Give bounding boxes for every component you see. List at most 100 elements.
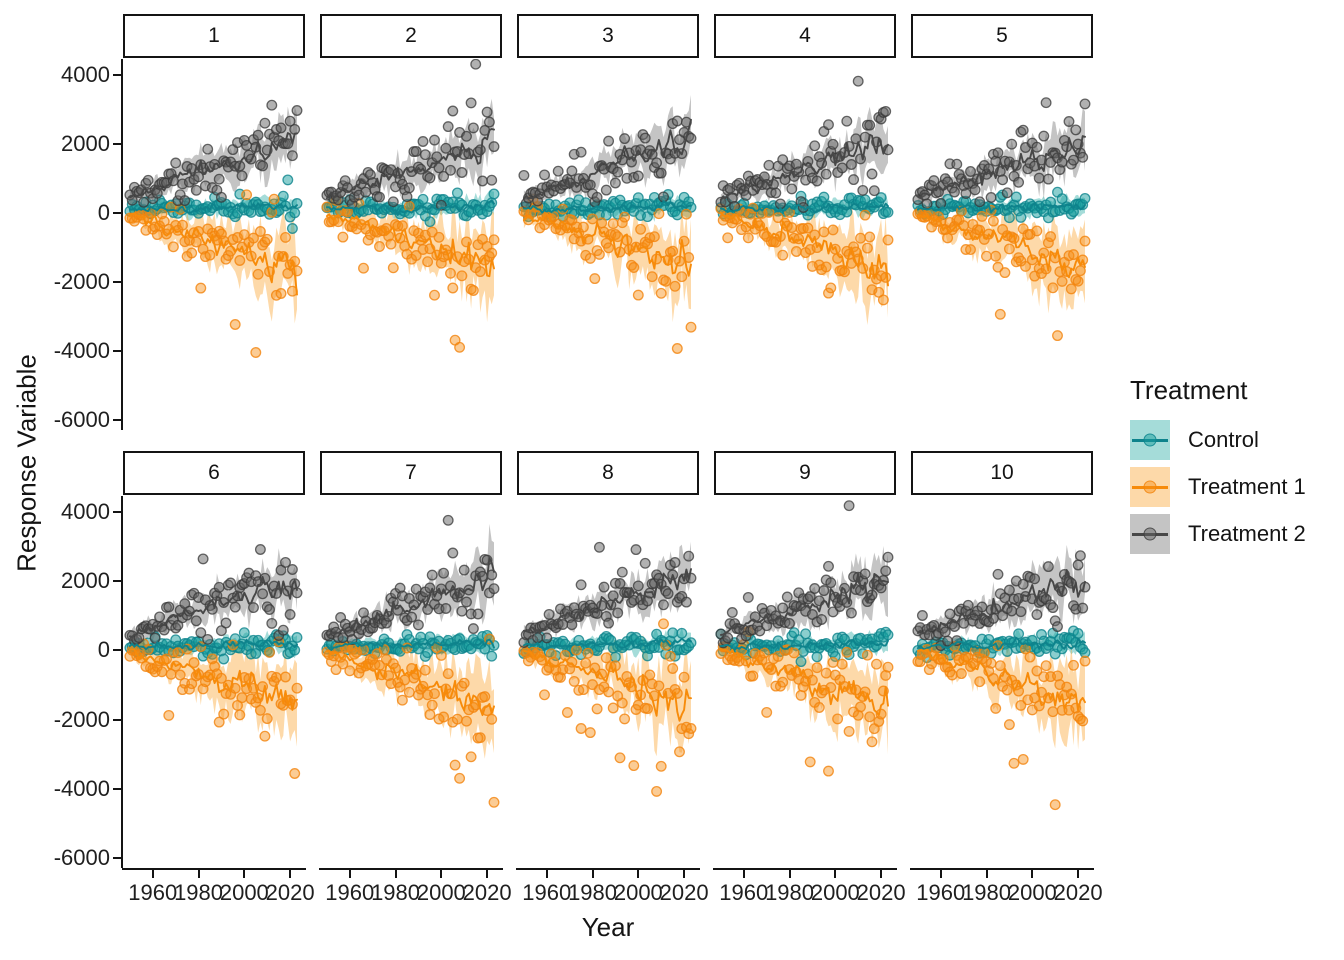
trend-line-treatment-1 [325,213,495,278]
data-point [841,115,853,127]
data-point [470,59,482,70]
data-point [669,557,681,568]
data-point [422,256,434,268]
data-point [852,75,864,87]
x-tick-label: 2000 [219,880,269,905]
data-point [280,671,291,683]
data-point [1065,283,1077,295]
trend-line-treatment-1 [522,649,692,722]
data-point [722,232,734,244]
data-point [1052,330,1063,342]
data-point [488,583,500,595]
data-point [923,664,935,676]
data-point [864,711,876,723]
data-point [816,614,828,625]
data-point [142,174,154,186]
data-point [882,551,894,563]
trend-line-control [522,200,692,214]
data-point [855,701,866,713]
data-point [344,665,356,677]
data-point [985,657,997,669]
ribbon-treatment-2 [326,523,494,643]
data-point [653,680,665,692]
data-point [282,174,294,186]
data-point [289,644,301,656]
data-point [541,632,553,644]
facet-panel-7 [321,514,500,808]
data-point [676,627,688,639]
data-point [266,99,278,111]
data-point [575,579,587,591]
data-point [758,647,770,659]
data-point [813,702,825,713]
x-tick-label: 2020 [659,880,709,905]
y-tick-mark [113,281,121,283]
facet-strip-4: 4 [714,14,896,58]
data-point [772,212,784,224]
data-point [761,706,773,718]
data-point [644,669,656,681]
data-point [1006,605,1018,617]
data-point [488,141,500,153]
data-point [456,167,468,178]
x-tick-mark [440,870,443,878]
data-point [1029,573,1041,585]
data-point [465,97,477,109]
data-point [781,591,793,603]
y-axis-title: Response Variable [11,354,42,572]
data-point [1070,124,1082,136]
x-axis-line [516,868,700,870]
trend-line-control [325,638,495,651]
legend-item-treatment-2: Treatment 2 [1130,514,1306,554]
facet-strip-label: 1 [208,24,220,47]
data-point [1040,97,1052,109]
x-tick-mark [591,870,594,878]
trend-line-treatment-2 [719,572,889,636]
data-point [261,233,273,245]
facet-strip-label: 4 [799,24,811,47]
legend-key-point [1143,433,1157,447]
data-point [419,664,431,676]
data-point [291,632,303,643]
data-point [465,751,477,763]
data-point [880,105,892,117]
data-point [179,195,191,207]
data-point [797,681,809,693]
data-point [190,615,202,627]
data-point [399,674,411,686]
data-point [1015,699,1027,711]
data-point [788,647,800,659]
data-point [969,184,981,196]
data-point [1079,98,1091,110]
data-point [410,250,422,261]
data-point [866,736,878,748]
data-point [607,702,619,714]
data-point [1031,665,1043,677]
trend-line-control [522,637,692,651]
data-point [1013,176,1025,188]
data-point [431,151,443,163]
data-point [1031,225,1043,237]
trend-line-treatment-1 [916,214,1086,279]
data-point [921,198,933,210]
y-tick-label: 2000 [61,130,110,156]
data-point [777,676,789,688]
trend-line-control [719,202,889,214]
trend-line-treatment-2 [522,568,692,634]
facet-panel-9 [715,500,894,777]
data-point [804,591,816,603]
data-point [974,196,986,208]
x-tick-label: 1980 [371,880,421,905]
data-point [229,601,241,613]
x-tick-label: 2020 [856,880,906,905]
data-point [811,175,823,187]
data-point [190,184,202,196]
data-point [774,198,786,210]
data-point [598,581,610,593]
y-tick-label: 2000 [61,567,110,593]
data-point [451,187,463,199]
data-point [864,119,876,131]
y-tick-mark [113,579,121,582]
data-point [877,294,889,306]
data-point [435,649,447,661]
